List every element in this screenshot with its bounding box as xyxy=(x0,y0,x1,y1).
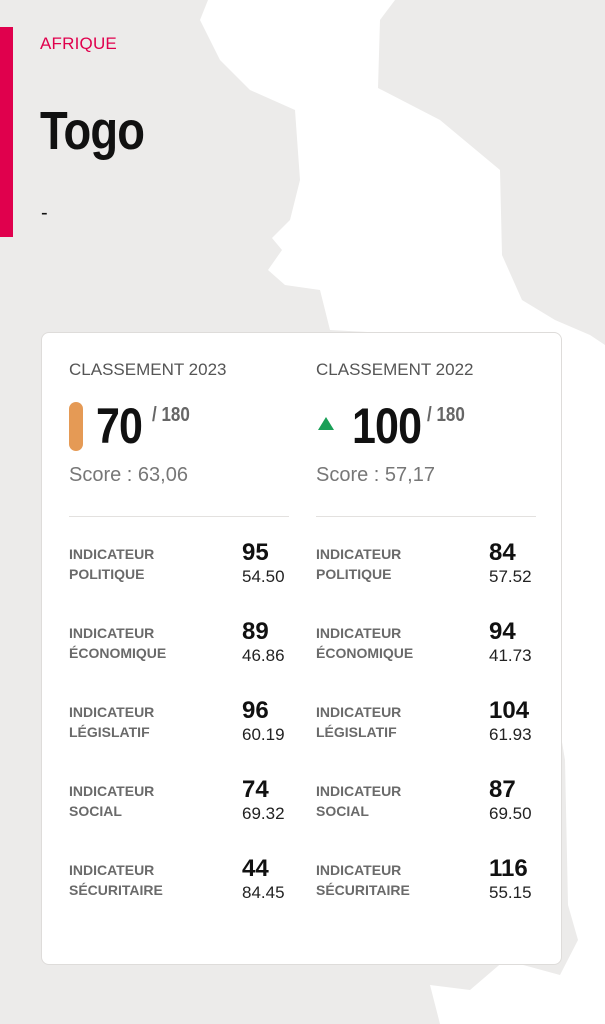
divider xyxy=(316,516,536,517)
indicator-social-2022: INDICATEUR SOCIAL 87 69.50 xyxy=(316,776,536,841)
indicator-rank: 87 xyxy=(489,776,516,803)
indicator-rank: 104 xyxy=(489,697,530,724)
indicator-label-line2: POLITIQUE xyxy=(69,566,145,582)
indicator-label-line1: INDICATEUR xyxy=(69,704,155,720)
indicator-label-line2: ÉCONOMIQUE xyxy=(316,645,414,661)
ranking-2022-out-of: / 180 xyxy=(427,404,465,426)
indicator-label-line2: LÉGISLATIF xyxy=(316,724,397,740)
indicator-securitaire-2023: INDICATEUR SÉCURITAIRE 44 84.45 xyxy=(69,855,289,920)
indicator-score: 69.50 xyxy=(489,804,532,823)
region-label[interactable]: AFRIQUE xyxy=(40,34,117,53)
indicator-score: 84.45 xyxy=(242,883,285,902)
indicator-politique-2023: INDICATEUR POLITIQUE 95 54.50 xyxy=(69,539,289,604)
subtitle-dash: - xyxy=(41,202,48,224)
indicator-economique-2022: INDICATEUR ÉCONOMIQUE 94 41.73 xyxy=(316,618,536,683)
indicator-label-line1: INDICATEUR xyxy=(69,625,155,641)
up-arrow-icon xyxy=(318,417,334,430)
indicator-rank: 84 xyxy=(489,539,516,566)
indicator-label: INDICATEUR ÉCONOMIQUE xyxy=(316,623,413,663)
indicator-score: 69.32 xyxy=(242,804,285,823)
indicator-economique-2023: INDICATEUR ÉCONOMIQUE 89 46.86 xyxy=(69,618,289,683)
indicator-label-line1: INDICATEUR xyxy=(316,783,402,799)
ranking-2023-rank-row: 70 / 180 xyxy=(69,397,289,454)
indicator-rank: 116 xyxy=(489,855,528,882)
indicator-score: 60.19 xyxy=(242,725,285,744)
indicator-label-line2: ÉCONOMIQUE xyxy=(69,645,167,661)
indicator-label-line1: INDICATEUR xyxy=(316,546,402,562)
indicator-securitaire-2022: INDICATEUR SÉCURITAIRE 116 55.15 xyxy=(316,855,536,920)
indicator-label-line1: INDICATEUR xyxy=(69,862,155,878)
indicator-label-line2: LÉGISLATIF xyxy=(69,724,150,740)
indicator-label: INDICATEUR LÉGISLATIF xyxy=(316,702,401,742)
indicator-label: INDICATEUR SOCIAL xyxy=(316,781,401,821)
indicator-label: INDICATEUR POLITIQUE xyxy=(316,544,401,584)
indicator-label-line2: SOCIAL xyxy=(316,803,369,819)
indicator-score: 46.86 xyxy=(242,646,285,665)
indicator-score: 57.52 xyxy=(489,567,532,586)
indicator-label-line1: INDICATEUR xyxy=(69,546,155,562)
indicator-legislatif-2022: INDICATEUR LÉGISLATIF 104 61.93 xyxy=(316,697,536,762)
ranking-2022-rank-row: 100 / 180 xyxy=(316,397,536,454)
ranking-2023-score: Score : 63,06 xyxy=(69,464,188,486)
indicator-label-line2: SÉCURITAIRE xyxy=(316,882,410,898)
indicator-label-line1: INDICATEUR xyxy=(316,862,402,878)
ranking-2023-out-of: / 180 xyxy=(152,404,190,426)
indicator-rank: 74 xyxy=(242,776,269,803)
page-title: Togo xyxy=(40,101,145,161)
divider xyxy=(69,516,289,517)
indicator-label: INDICATEUR ÉCONOMIQUE xyxy=(69,623,166,663)
indicator-rank: 95 xyxy=(242,539,269,566)
indicator-label: INDICATEUR LÉGISLATIF xyxy=(69,702,154,742)
indicator-label: INDICATEUR SOCIAL xyxy=(69,781,154,821)
ranking-2023-title: CLASSEMENT 2023 xyxy=(69,360,227,379)
ranking-2022-score: Score : 57,17 xyxy=(316,464,435,486)
rank-indicator-pill xyxy=(69,402,83,451)
indicator-label-line1: INDICATEUR xyxy=(316,704,402,720)
ranking-2022-rank: 100 xyxy=(352,398,422,454)
indicator-label-line2: SÉCURITAIRE xyxy=(69,882,163,898)
ranking-2022-title: CLASSEMENT 2022 xyxy=(316,360,474,379)
indicator-score: 61.93 xyxy=(489,725,532,744)
indicator-rank: 89 xyxy=(242,618,269,645)
indicator-label: INDICATEUR SÉCURITAIRE xyxy=(316,860,410,900)
indicator-label-line1: INDICATEUR xyxy=(316,625,402,641)
indicator-label-line2: POLITIQUE xyxy=(316,566,392,582)
indicator-label-line1: INDICATEUR xyxy=(69,783,155,799)
indicator-rank: 94 xyxy=(489,618,516,645)
indicator-score: 54.50 xyxy=(242,567,285,586)
indicator-label: INDICATEUR POLITIQUE xyxy=(69,544,154,584)
indicator-label-line2: SOCIAL xyxy=(69,803,122,819)
indicator-score: 55.15 xyxy=(489,883,532,902)
indicator-rank: 96 xyxy=(242,697,269,724)
indicator-score: 41.73 xyxy=(489,646,532,665)
ranking-2023-rank: 70 xyxy=(96,398,143,454)
indicator-politique-2022: INDICATEUR POLITIQUE 84 57.52 xyxy=(316,539,536,604)
indicator-social-2023: INDICATEUR SOCIAL 74 69.32 xyxy=(69,776,289,841)
ranking-card: CLASSEMENT 2023 70 / 180 Score : 63,06 I… xyxy=(41,332,562,965)
indicator-rank: 44 xyxy=(242,855,269,882)
indicator-label: INDICATEUR SÉCURITAIRE xyxy=(69,860,163,900)
accent-bar xyxy=(0,27,13,237)
indicator-legislatif-2023: INDICATEUR LÉGISLATIF 96 60.19 xyxy=(69,697,289,762)
